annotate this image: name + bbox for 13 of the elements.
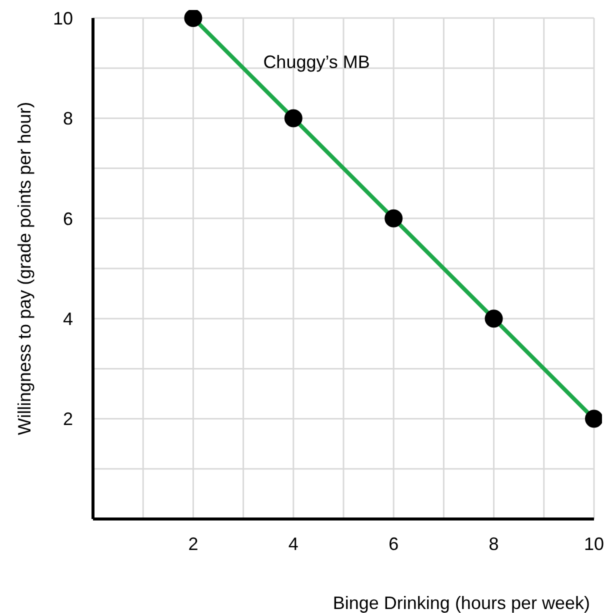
y-axis-title: Willingness to pay (grade points per hour) [14,102,34,436]
x-tick-label: 4 [288,534,298,554]
y-tick-label: 10 [52,8,73,28]
x-axis-title: Binge Drinking (hours per week) [332,593,590,613]
x-tick-label: 2 [188,534,198,554]
x-tick-label: 6 [388,534,399,554]
y-tick-label: 2 [62,409,73,430]
y-tick-label: 6 [62,208,73,229]
x-tick-label: 8 [488,534,499,554]
y-tick-label: 8 [62,108,73,129]
y-tick-label: 4 [62,308,73,329]
series-label: Chuggy’s MB [263,52,370,72]
x-tick-label: 10 [584,534,604,554]
